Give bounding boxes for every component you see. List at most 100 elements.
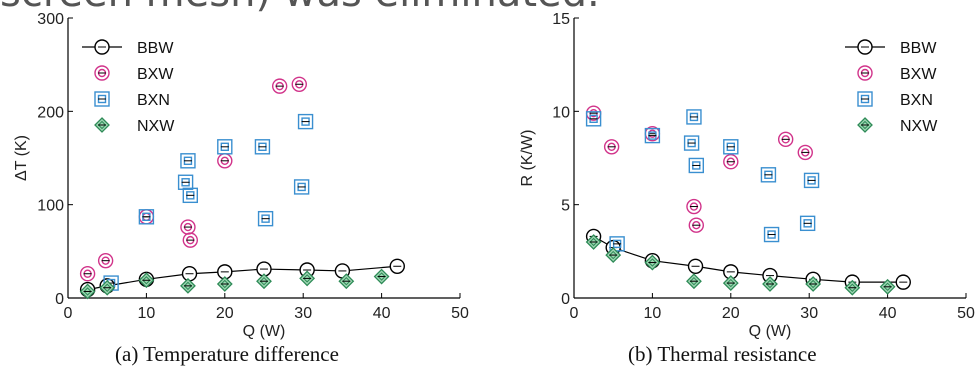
- dt-y-tick-label: 200: [37, 104, 64, 121]
- dt-legend: BBW BXW BXN NXW: [82, 39, 175, 135]
- caption-temperature-difference: (a) Temperature difference: [115, 342, 339, 366]
- r-legend-bxn-double-square-icon: [857, 91, 873, 107]
- dt-x-tick-label: 0: [64, 305, 73, 322]
- r-legend-bxw-label: BXW: [900, 66, 937, 83]
- dt-bxn-point: [217, 139, 233, 155]
- dt-bxn-point: [180, 153, 196, 169]
- r-nxw-point: [644, 254, 661, 271]
- dt-bxw-point: [79, 266, 96, 282]
- dt-bxw-point: [291, 76, 307, 92]
- r-x-tick-label: 0: [570, 305, 579, 322]
- r-nxw-point: [585, 234, 602, 250]
- dt-nxw-point: [256, 273, 272, 290]
- r-bxn-point: [723, 139, 739, 155]
- r-legend-bbw-open-circle-line-icon: [857, 39, 873, 55]
- caption-thermal-resistance: (b) Thermal resistance: [628, 342, 817, 366]
- r-bxn-point: [799, 215, 816, 232]
- dt-legend-nxw-label: NXW: [137, 118, 175, 135]
- r-y-tick-label: 15: [552, 11, 570, 28]
- dt-bxw-point: [97, 252, 114, 269]
- r-nxw-point: [762, 276, 778, 292]
- dt-x-tick-label: 40: [373, 305, 391, 322]
- r-bbw-point: [895, 274, 911, 290]
- dt-nxw-point: [180, 277, 196, 294]
- dt-bxn-point: [257, 210, 274, 227]
- dt-legend-nxw-filled-diamond-icon: [94, 117, 110, 133]
- r-bxn-point: [760, 167, 777, 183]
- dt-legend-bbw-open-circle-line-icon: [94, 39, 110, 55]
- r-y-tick-label: 10: [552, 104, 570, 121]
- r-legend-bbw-label: BBW: [900, 40, 937, 57]
- r-bxw-point: [603, 139, 620, 155]
- r-y-axis-label: R (K/W): [519, 130, 536, 187]
- dt-legend-bxn-double-square-icon: [94, 91, 110, 107]
- dt-nxw-point: [99, 279, 116, 296]
- dt-y-axis-label: ΔT (K): [13, 135, 30, 181]
- r-bxn-point: [688, 157, 705, 174]
- dt-x-tick-label: 50: [451, 305, 469, 322]
- dt-x-tick-label: 20: [216, 305, 234, 322]
- r-bbw-point: [687, 258, 704, 274]
- dt-x-tick-label: 10: [138, 305, 156, 322]
- r-nxw-point: [844, 279, 861, 296]
- dt-y-tick-label: 100: [37, 198, 64, 215]
- dt-bxn-point: [177, 174, 194, 190]
- dt-bxn-point: [254, 139, 271, 155]
- r-y-tick-label: 5: [561, 198, 570, 215]
- r-legend-bxw-double-circle-icon: [857, 65, 873, 81]
- dt-nxw-point: [79, 283, 96, 300]
- dt-nxw-point: [138, 272, 155, 289]
- r-nxw-point: [879, 278, 896, 295]
- r-bxn-point: [585, 111, 602, 127]
- dt-bbw-point: [389, 258, 405, 274]
- r-legend: BBW BXW BXN NXW: [845, 39, 938, 135]
- dt-y-tick-label: 300: [37, 11, 64, 28]
- dt-x-axis-label: Q (W): [243, 323, 286, 340]
- r-bxw-point: [688, 217, 705, 233]
- slide-heading-fragment: screen mesh) was eliminated.: [0, 0, 600, 16]
- r-legend-nxw-label: NXW: [900, 118, 938, 135]
- r-bxw-point: [797, 144, 813, 161]
- r-bxn-point: [803, 172, 820, 189]
- dt-y-tick-label: 0: [55, 291, 64, 308]
- dt-nxw-point: [373, 268, 390, 285]
- r-bxn-point: [683, 135, 700, 151]
- r-x-tick-label: 50: [957, 305, 975, 322]
- r-x-tick-label: 30: [800, 305, 818, 322]
- r-bxw-point: [777, 131, 794, 148]
- r-bxw-point: [686, 198, 702, 215]
- r-bbw-line: [593, 235, 904, 283]
- r-nxw-point: [605, 247, 622, 263]
- r-bxw-point: [723, 154, 739, 170]
- r-bxn-point: [644, 127, 661, 144]
- dt-bxn-point: [293, 179, 310, 195]
- dt-legend-bbw-label: BBW: [137, 40, 174, 57]
- r-bxn-point: [686, 109, 702, 125]
- dt-nxw-point: [338, 273, 355, 290]
- r-legend-bxn-label: BXN: [900, 92, 933, 109]
- r-bxn-point: [763, 226, 780, 243]
- dt-legend-bxn-label: BXN: [137, 92, 170, 109]
- r-legend-nxw-filled-diamond-icon: [857, 117, 873, 133]
- r-y-tick-label: 0: [561, 291, 570, 308]
- r-x-tick-label: 20: [722, 305, 740, 322]
- dt-x-tick-label: 30: [294, 305, 312, 322]
- dt-nxw-point: [216, 276, 233, 292]
- r-x-axis-label: Q (W): [749, 323, 792, 340]
- dt-bxn-point: [297, 113, 314, 130]
- dt-bxw-point: [182, 232, 199, 248]
- r-x-tick-label: 40: [879, 305, 897, 322]
- dt-nxw-point: [299, 270, 316, 287]
- r-bxw-point: [585, 105, 602, 121]
- r-nxw-point: [805, 276, 822, 292]
- r-nxw-point: [722, 275, 739, 291]
- dt-legend-bxw-double-circle-icon: [94, 65, 110, 81]
- r-bxn-point: [609, 236, 625, 252]
- dt-legend-bxw-label: BXW: [137, 66, 174, 83]
- r-x-tick-label: 10: [644, 305, 662, 322]
- r-nxw-point: [686, 273, 702, 290]
- dt-bxw-point: [271, 78, 288, 94]
